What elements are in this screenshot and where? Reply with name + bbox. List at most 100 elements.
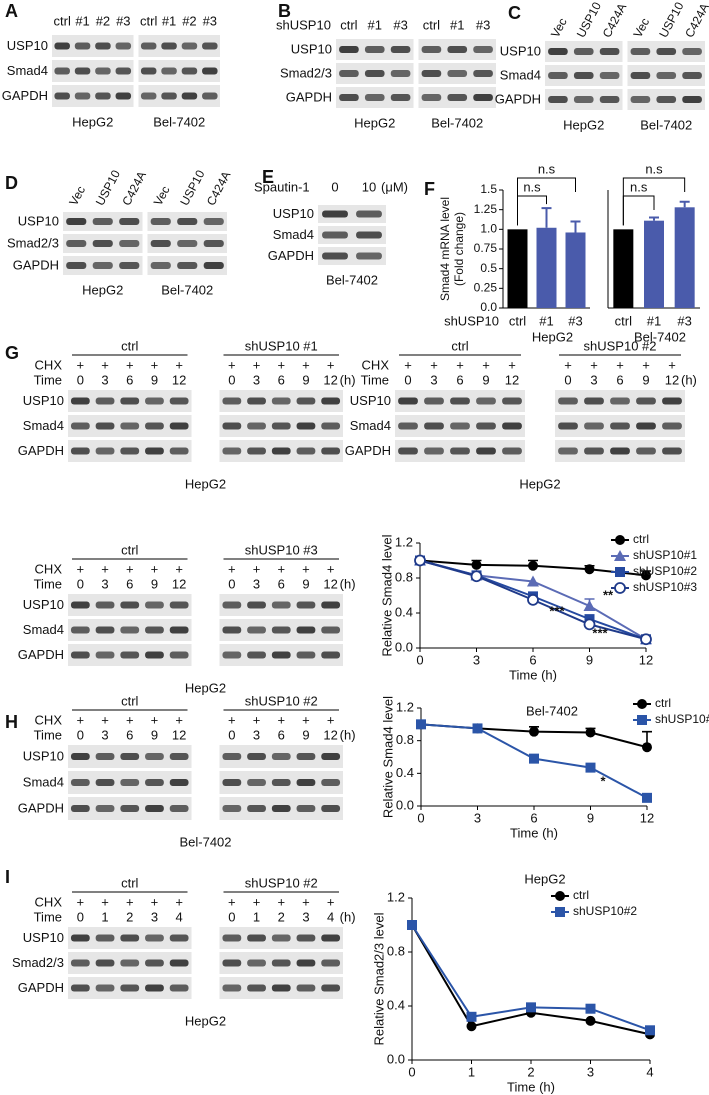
- time-point: 6: [126, 576, 133, 591]
- band: [74, 67, 91, 75]
- band: [247, 397, 266, 405]
- time-point: 2: [278, 909, 285, 924]
- panel-letter: B: [278, 1, 291, 21]
- row-label: USP10: [291, 41, 332, 56]
- band: [656, 72, 677, 79]
- band: [558, 422, 578, 430]
- annotation: *: [600, 773, 606, 788]
- row-label: USP10: [18, 213, 59, 228]
- legend-label: ctrl: [573, 888, 589, 902]
- treated-mark: +: [616, 357, 624, 372]
- band: [145, 934, 164, 942]
- band: [271, 779, 291, 786]
- band: [610, 447, 630, 455]
- marker: [641, 570, 651, 581]
- y-tick-label: 1.5: [480, 182, 497, 196]
- treatment-label: CHX: [35, 894, 63, 909]
- band: [74, 42, 91, 50]
- x-tick-label: ctrl: [615, 313, 632, 328]
- significance-label: n.s: [523, 179, 541, 194]
- band: [222, 779, 242, 786]
- lane-label: #1: [368, 17, 382, 32]
- band: [70, 934, 90, 942]
- chart-title: HepG2: [524, 871, 565, 886]
- band: [54, 67, 70, 75]
- time-label: Time: [34, 576, 62, 591]
- legend-marker: [615, 535, 625, 545]
- treated-mark: +: [77, 357, 85, 372]
- band: [339, 70, 359, 77]
- x-tick-label: 3: [473, 652, 480, 667]
- lane-label: C424A: [204, 169, 234, 208]
- treated-mark: +: [253, 712, 261, 727]
- x-tick-label: #1: [647, 313, 661, 328]
- legend-label: ctrl: [633, 532, 649, 546]
- band: [247, 626, 266, 634]
- treated-mark: +: [228, 561, 236, 576]
- y-tick-label: 0.5: [480, 261, 497, 275]
- legend-marker: [614, 582, 626, 594]
- band: [202, 67, 218, 75]
- band: [321, 934, 341, 942]
- band: [70, 779, 90, 786]
- x-tick-label: 0: [416, 652, 423, 667]
- marker: [528, 560, 538, 571]
- band: [398, 422, 418, 430]
- band: [321, 753, 341, 760]
- time-point: 9: [151, 372, 158, 387]
- lane-label: #3: [116, 13, 130, 28]
- marker: [470, 570, 483, 583]
- row-label: GAPDH: [268, 248, 314, 263]
- blot-strip: [52, 60, 134, 82]
- time-point: 12: [172, 576, 186, 591]
- group-label: shUSP10 #2: [584, 338, 657, 353]
- band: [120, 422, 140, 430]
- header-label: shUSP10: [276, 17, 331, 32]
- bar: [507, 229, 528, 308]
- band: [630, 48, 651, 55]
- band: [169, 934, 189, 942]
- row-label: GAPDH: [18, 443, 64, 458]
- band: [70, 651, 90, 659]
- treated-mark: +: [77, 712, 85, 727]
- band: [476, 447, 496, 455]
- y-axis-label: Relative Smad2/3 level: [371, 912, 386, 1045]
- group-label: ctrl: [121, 338, 138, 353]
- legend-marker: [555, 907, 565, 917]
- row-label: USP10: [23, 393, 64, 408]
- treated-mark: +: [564, 357, 572, 372]
- row-label: USP10: [7, 38, 48, 53]
- significance-label: n.s: [645, 161, 663, 176]
- time-point: 12: [505, 372, 519, 387]
- unit-label: (h): [340, 576, 356, 591]
- lane-label: #3: [393, 17, 407, 32]
- band: [473, 94, 493, 101]
- band: [70, 805, 90, 812]
- lane-label: ctrl: [140, 13, 157, 28]
- time-point: 6: [616, 372, 623, 387]
- band: [203, 240, 224, 247]
- row-label: GAPDH: [345, 443, 391, 458]
- x-tick-label: 12: [640, 810, 654, 825]
- treated-mark: +: [151, 561, 159, 576]
- band: [421, 70, 442, 77]
- band: [145, 626, 164, 634]
- error-bar: [649, 216, 659, 221]
- band: [145, 959, 164, 967]
- y-tick-label: 0.4: [396, 765, 414, 780]
- time-point: 0: [404, 372, 411, 387]
- band: [321, 447, 341, 455]
- annotation: ***: [592, 625, 608, 640]
- row-label: Smad2/3: [280, 65, 332, 80]
- treated-mark: +: [482, 357, 490, 372]
- band: [321, 651, 341, 659]
- legend-marker: [637, 715, 647, 725]
- band: [95, 626, 115, 634]
- treated-mark: +: [277, 894, 285, 909]
- marker: [645, 1025, 655, 1036]
- band: [120, 601, 140, 609]
- treated-mark: +: [101, 894, 109, 909]
- marker: [585, 1015, 596, 1026]
- band: [120, 447, 140, 455]
- band: [447, 94, 468, 101]
